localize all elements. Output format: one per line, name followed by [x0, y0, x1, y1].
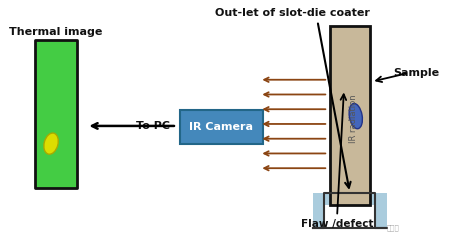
- Ellipse shape: [44, 133, 58, 154]
- Text: Sample: Sample: [393, 68, 439, 78]
- Text: Flaw /defect: Flaw /defect: [300, 219, 373, 229]
- Text: IR Camera: IR Camera: [189, 122, 253, 132]
- Text: 热设计: 热设计: [386, 225, 399, 232]
- Text: IR radiation: IR radiation: [349, 95, 358, 143]
- Bar: [312, 204, 324, 228]
- Bar: [35, 41, 76, 188]
- Text: Out-let of slot-die coater: Out-let of slot-die coater: [215, 8, 369, 18]
- Bar: [329, 26, 369, 204]
- Text: To PC: To PC: [136, 121, 170, 131]
- Ellipse shape: [349, 103, 362, 129]
- Bar: [312, 193, 386, 204]
- Text: Thermal image: Thermal image: [9, 27, 102, 37]
- Bar: [374, 204, 386, 228]
- Bar: [179, 110, 263, 144]
